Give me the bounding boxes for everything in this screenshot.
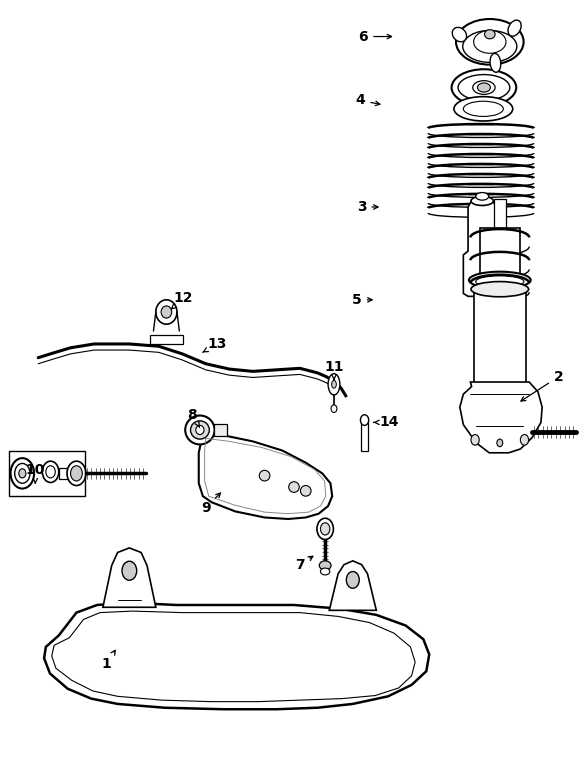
Ellipse shape	[317, 518, 333, 540]
Ellipse shape	[471, 282, 529, 297]
Ellipse shape	[196, 425, 204, 435]
Bar	[494, 199, 506, 228]
Ellipse shape	[454, 97, 513, 121]
Ellipse shape	[15, 463, 30, 483]
Bar	[214, 424, 227, 436]
Polygon shape	[460, 382, 542, 453]
Polygon shape	[329, 561, 376, 610]
Text: 13: 13	[203, 337, 227, 352]
Text: 3: 3	[357, 200, 378, 214]
Ellipse shape	[11, 458, 34, 489]
Ellipse shape	[520, 435, 529, 445]
Ellipse shape	[71, 466, 82, 481]
Ellipse shape	[300, 486, 311, 496]
Ellipse shape	[191, 421, 209, 439]
Ellipse shape	[463, 101, 503, 116]
Bar	[59, 468, 70, 479]
Bar	[474, 287, 526, 384]
Bar	[361, 420, 368, 451]
Ellipse shape	[476, 276, 524, 287]
Bar	[480, 228, 520, 289]
Polygon shape	[463, 201, 501, 296]
Text: 7: 7	[295, 556, 313, 572]
Ellipse shape	[360, 415, 369, 425]
Ellipse shape	[477, 83, 490, 92]
Ellipse shape	[456, 19, 524, 65]
Ellipse shape	[469, 272, 531, 288]
Ellipse shape	[473, 81, 495, 94]
Ellipse shape	[289, 482, 299, 492]
Ellipse shape	[156, 300, 177, 324]
Ellipse shape	[319, 561, 331, 570]
Ellipse shape	[46, 466, 55, 478]
Ellipse shape	[481, 35, 499, 49]
Ellipse shape	[471, 196, 493, 205]
Text: 2: 2	[521, 370, 563, 401]
Ellipse shape	[320, 523, 330, 535]
Ellipse shape	[497, 439, 503, 447]
Ellipse shape	[67, 461, 86, 486]
Text: 10: 10	[26, 463, 45, 483]
Ellipse shape	[458, 75, 510, 100]
Text: 12: 12	[172, 291, 193, 309]
Text: 11: 11	[324, 360, 344, 380]
Ellipse shape	[332, 380, 336, 388]
Bar	[9, 451, 85, 496]
Ellipse shape	[473, 30, 506, 53]
Ellipse shape	[490, 53, 501, 72]
Ellipse shape	[463, 30, 517, 62]
Text: 9: 9	[201, 493, 220, 514]
Text: 5: 5	[352, 293, 372, 307]
Ellipse shape	[471, 435, 479, 445]
Text: 6: 6	[359, 30, 392, 43]
Polygon shape	[44, 603, 429, 709]
Ellipse shape	[122, 562, 136, 580]
Text: 1: 1	[101, 651, 115, 671]
Text: 4: 4	[356, 94, 380, 107]
Ellipse shape	[485, 30, 495, 39]
Ellipse shape	[42, 461, 59, 482]
Ellipse shape	[328, 374, 340, 395]
Polygon shape	[150, 335, 183, 344]
Polygon shape	[103, 548, 156, 607]
Ellipse shape	[452, 69, 516, 106]
Ellipse shape	[185, 416, 215, 444]
Ellipse shape	[476, 193, 489, 200]
Text: 8: 8	[188, 408, 199, 427]
Ellipse shape	[508, 20, 521, 37]
Ellipse shape	[161, 306, 172, 318]
Ellipse shape	[320, 568, 330, 575]
Polygon shape	[199, 434, 332, 519]
Ellipse shape	[259, 470, 270, 481]
Ellipse shape	[331, 405, 337, 412]
Text: 14: 14	[374, 416, 399, 429]
Ellipse shape	[19, 469, 26, 478]
Ellipse shape	[452, 27, 466, 42]
Ellipse shape	[346, 572, 359, 588]
